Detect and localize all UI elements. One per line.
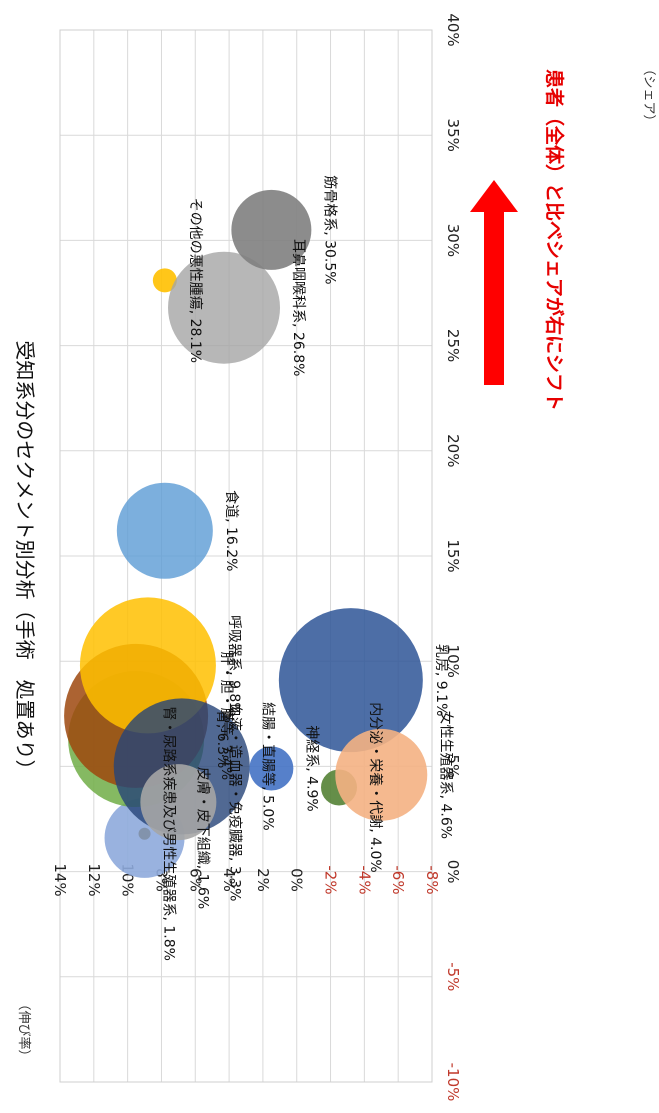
bubble-label: 筋骨格系, 30.5% <box>321 175 338 284</box>
shift-annotation: 患者（全体）と比べシェアが右にシフト <box>543 69 566 411</box>
bubble-label: 腎・尿路系疾患及び男性生殖器系, 1.8% <box>161 706 178 960</box>
bubble <box>152 268 177 293</box>
growth-tick-label: 2% <box>254 868 272 892</box>
share-tick-label: 0% <box>444 860 462 884</box>
chart-title: 受知系分のセクメント別分析（手術 処置あり） <box>13 340 37 779</box>
growth-tick-label: 0% <box>288 868 306 892</box>
bubble-label: 呼吸器系, 9.8% <box>226 615 242 715</box>
share-tick-label: 25% <box>444 329 462 362</box>
bubble-label: 肝・胆・膵等, 7.4% <box>218 652 235 780</box>
bubble-label: 結腸・直腸等, 5.0% <box>260 702 277 830</box>
bubble-label: 耳鼻咽喉科系, 26.8% <box>290 239 307 376</box>
plot-frame <box>59 29 433 1083</box>
bubble <box>168 251 281 364</box>
share-tick-label: 35% <box>444 119 462 152</box>
share-tick-label: 40% <box>444 13 462 46</box>
growth-tick-label: 4% <box>220 868 238 892</box>
growth-tick-label: -6% <box>389 865 407 894</box>
share-tick-label: -10% <box>444 1063 462 1102</box>
growth-tick-label: -8% <box>423 865 441 894</box>
grid-lines <box>59 29 433 1083</box>
bubble-label: 女性生殖器系, 4.6% <box>437 711 454 839</box>
bubble <box>249 746 294 791</box>
bubble-label: 食道, 16.2% <box>223 490 240 571</box>
share-tick-label: 10% <box>444 645 462 678</box>
bubble-label: 内分泌・栄養・代謝, 4.0% <box>367 702 384 872</box>
growth-tick-label: -2% <box>322 865 340 894</box>
bubble-label: 皮膚・皮下組織, 1.6% <box>195 767 211 909</box>
growth-tick-label: -4% <box>355 865 373 894</box>
arrow-shaft <box>484 210 504 385</box>
bubble-label: 胃, 6.3% <box>214 710 230 768</box>
x-axis-name: （シェア） <box>641 62 656 127</box>
bubble <box>335 728 428 821</box>
bubble-label: 血液・造血器・免疫臓器, 3.3% <box>226 703 242 901</box>
share-tick-label: 20% <box>444 434 462 467</box>
shift-arrow <box>470 180 518 385</box>
bubble <box>278 608 423 753</box>
bubbles-layer <box>64 189 428 878</box>
bubble <box>138 827 151 840</box>
bubble <box>140 764 217 841</box>
growth-tick-label: 12% <box>85 863 103 896</box>
bubble-label: 乳房, 9.1% <box>433 644 449 716</box>
growth-tick-label: 14% <box>51 863 69 896</box>
share-tick-label: 5% <box>444 755 462 779</box>
share-tick-label: -5% <box>444 962 462 991</box>
tick-labels: -10% -5% 0% 5% 10% 15% 20% 25% 30% 35% 40% -8% -6% -4… <box>51 13 462 1101</box>
bubble <box>231 189 312 270</box>
bubble-labels: 皮膚・皮下組織, 1.6% 腎・尿路系疾患及び男性生殖器系, 1.8% 胃, 6.3… <box>161 175 455 961</box>
bubble-label: その他の悪性腫瘍, 28.1% <box>187 198 204 363</box>
growth-tick-label: 6% <box>186 868 204 892</box>
y-axis-name: （伸び率） <box>16 997 32 1062</box>
share-tick-label: 30% <box>444 224 462 257</box>
arrow-head <box>470 180 518 212</box>
bubble-label: 神経系, 4.9% <box>303 725 319 811</box>
bubble <box>116 482 213 579</box>
share-tick-label: 15% <box>444 539 462 572</box>
